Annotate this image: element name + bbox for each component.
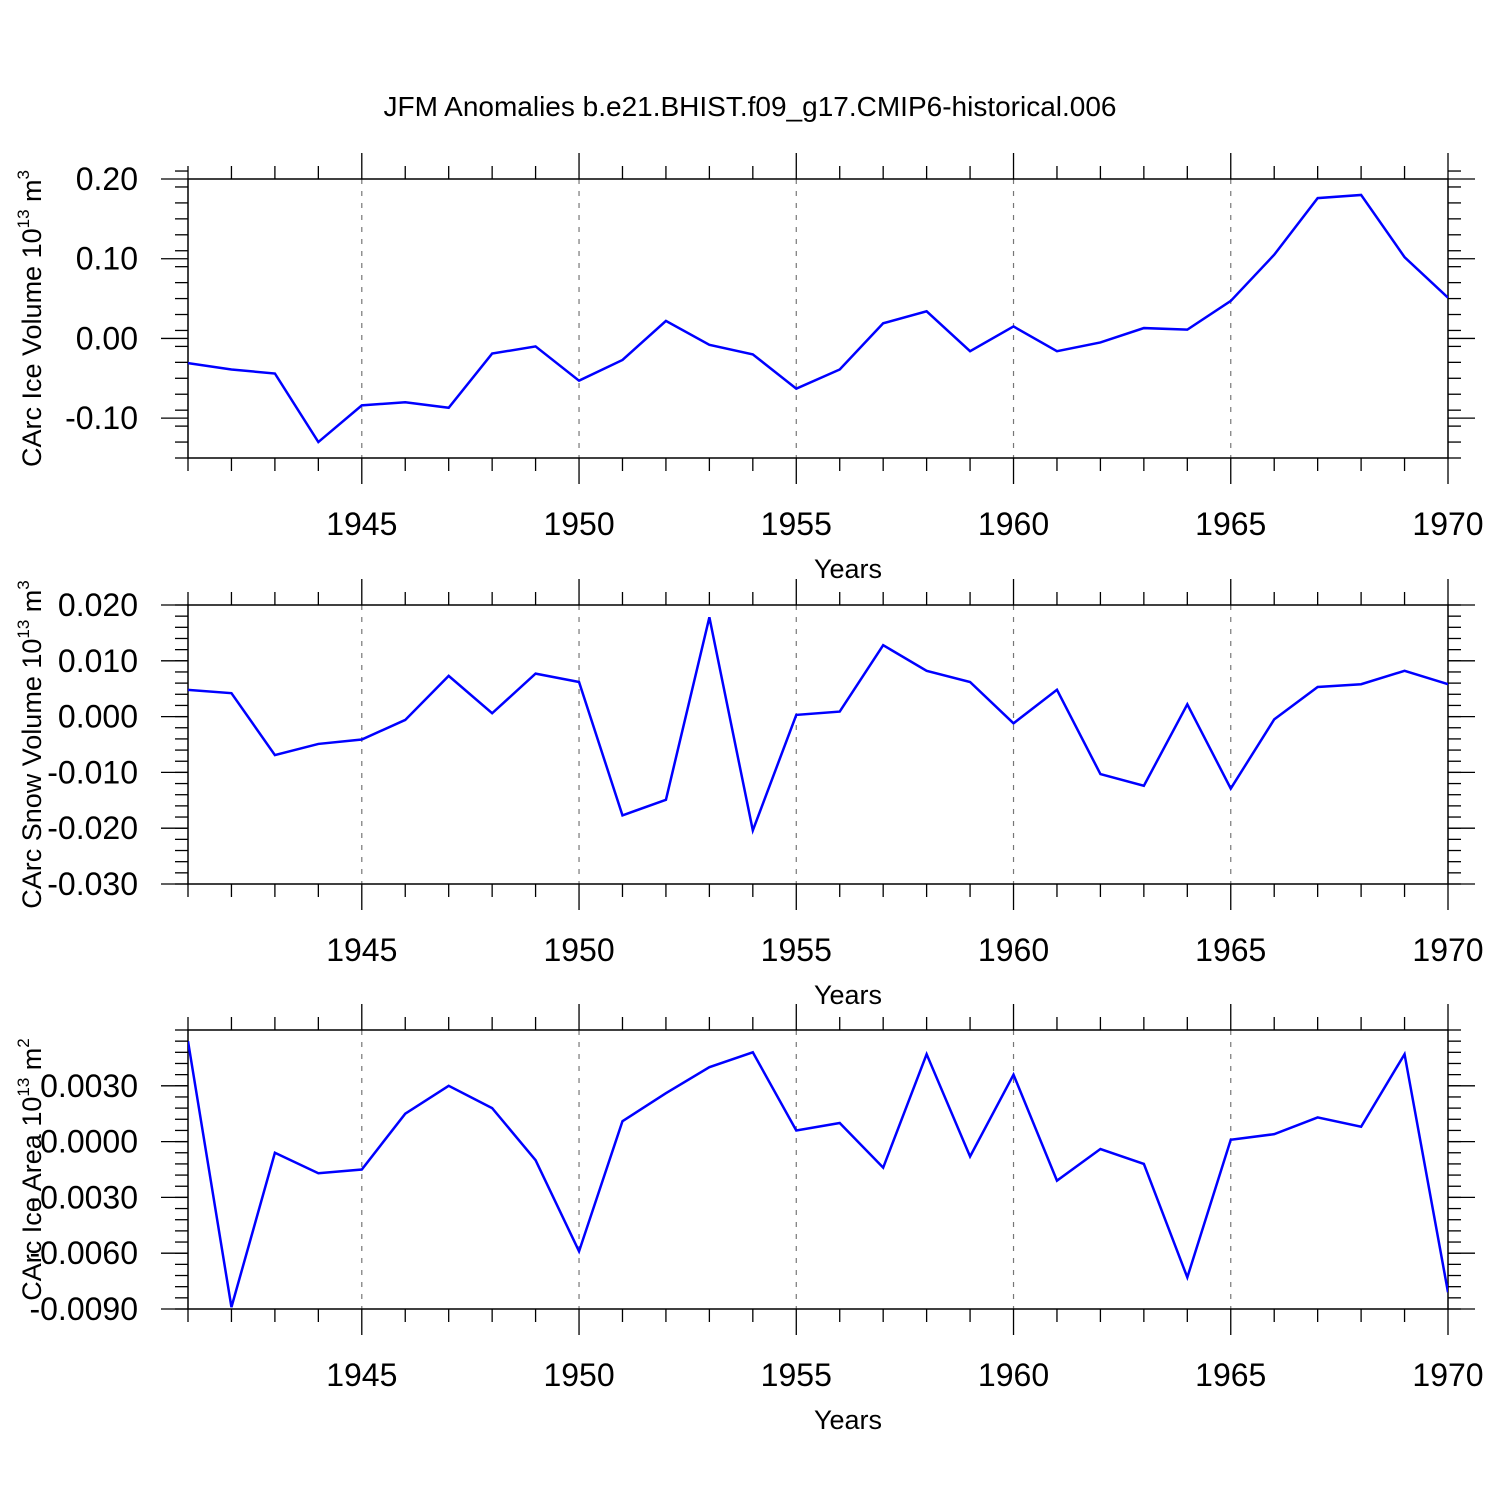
x-axis-title: Years	[814, 1405, 882, 1435]
y-tick-label: -0.010	[47, 754, 138, 790]
plot-frame	[187, 1029, 1449, 1310]
y-tick-label: 0.020	[58, 587, 138, 623]
ice-area-panel: -0.0090 -0.0060 -0.0030 0.0000 0.0030 1945 195…	[14, 1004, 1484, 1435]
y-tick-label: 0.000	[58, 699, 138, 735]
x-tick-label: 1950	[543, 932, 614, 968]
x-tick-label: 1970	[1412, 932, 1483, 968]
y-tick-label: 0.10	[76, 241, 138, 277]
y-axis-title: CArc Snow Volume 1013 m3	[14, 580, 47, 909]
x-tick-label: 1970	[1412, 506, 1483, 542]
ice-area-series-line	[188, 1040, 1448, 1308]
plot-frame	[187, 178, 1449, 459]
x-tick-label: 1965	[1195, 1357, 1266, 1393]
x-tick-label: 1945	[326, 506, 397, 542]
x-tick-label: 1950	[543, 506, 614, 542]
y-tick-label: -0.0090	[29, 1291, 138, 1327]
y-tick-label: 0.0000	[40, 1124, 138, 1160]
x-tick-label: 1950	[543, 1357, 614, 1393]
y-tick-label: 0.00	[76, 320, 138, 356]
x-tick-label: 1945	[326, 1357, 397, 1393]
y-axis-title: CArc Ice Area 1013 m2	[14, 1038, 47, 1301]
x-tick-label: 1960	[978, 932, 1049, 968]
y-tick-label: 0.20	[76, 161, 138, 197]
y-tick-label: 0.010	[58, 643, 138, 679]
y-tick-label: -0.0060	[29, 1235, 138, 1271]
y-tick-label: -0.0030	[29, 1179, 138, 1215]
y-tick-label: -0.020	[47, 810, 138, 846]
y-tick-label: -0.030	[47, 866, 138, 902]
x-tick-label: 1960	[978, 506, 1049, 542]
y-axis-title: CArc Ice Volume 1013 m3	[14, 170, 47, 467]
x-axis-title: Years	[814, 980, 882, 1010]
x-tick-label: 1955	[761, 506, 832, 542]
x-tick-label: 1965	[1195, 932, 1266, 968]
x-axis-title: Years	[814, 554, 882, 584]
snow-volume-series-line	[188, 616, 1448, 835]
ice-volume-series-line	[188, 193, 1448, 444]
y-tick-label: 0.0030	[40, 1068, 138, 1104]
x-tick-label: 1955	[761, 1357, 832, 1393]
plot-frame	[187, 604, 1449, 885]
x-tick-label: 1965	[1195, 506, 1266, 542]
x-tick-label: 1970	[1412, 1357, 1483, 1393]
y-tick-label: -0.10	[65, 400, 138, 436]
snow-volume-panel: -0.030 -0.020 -0.010 0.000 0.010 0.020 1945 195…	[14, 579, 1484, 1010]
ice-volume-panel: -0.10 0.00 0.10 0.20 1945 1950 1955 1960 1965 197…	[14, 153, 1484, 584]
x-tick-label: 1955	[761, 932, 832, 968]
chart-title: JFM Anomalies b.e21.BHIST.f09_g17.CMIP6-…	[383, 91, 1116, 122]
x-tick-label: 1945	[326, 932, 397, 968]
x-tick-label: 1960	[978, 1357, 1049, 1393]
